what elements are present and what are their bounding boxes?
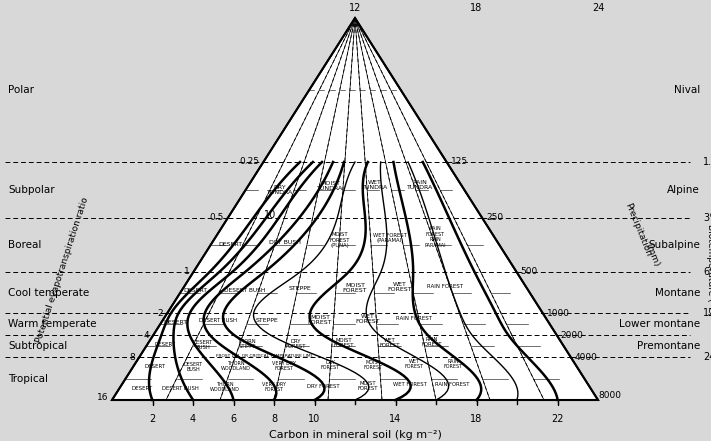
Text: WET FOREST: WET FOREST — [393, 382, 427, 388]
Text: WET
FOREST: WET FOREST — [356, 314, 380, 324]
Text: Lower montane: Lower montane — [619, 319, 700, 329]
Text: Subpolar: Subpolar — [8, 185, 55, 195]
Text: MOIST
FOREST
(PUNA): MOIST FOREST (PUNA) — [330, 232, 351, 248]
Text: Cool temperate: Cool temperate — [8, 288, 90, 298]
Text: DESERT BUSH: DESERT BUSH — [161, 385, 198, 390]
Text: STEPPE: STEPPE — [256, 318, 279, 322]
Text: 12°: 12° — [703, 308, 711, 318]
Text: 16: 16 — [97, 393, 108, 403]
Text: DRY BUSH: DRY BUSH — [269, 239, 301, 244]
Text: RAIN FOREST: RAIN FOREST — [427, 284, 463, 289]
Text: Alpine: Alpine — [667, 185, 700, 195]
Text: DESERT BUSH: DESERT BUSH — [199, 318, 237, 324]
Text: MOIST
FOREST: MOIST FOREST — [358, 381, 378, 391]
Text: Montane: Montane — [655, 288, 700, 298]
Text: 1: 1 — [183, 268, 189, 277]
Text: Premontane: Premontane — [637, 341, 700, 351]
Text: DRY
FOREST: DRY FOREST — [321, 360, 340, 370]
Text: MOIST
FOREST: MOIST FOREST — [333, 338, 354, 348]
Text: RAIN FOREST: RAIN FOREST — [434, 382, 469, 388]
Text: STEPPE: STEPPE — [289, 287, 311, 292]
Text: WET
TUNDRA: WET TUNDRA — [362, 180, 388, 190]
Text: RAIN
FOREST
RAIN
PARAMAI: RAIN FOREST RAIN PARAMAI — [424, 226, 446, 247]
Text: THORN
STIPPE: THORN STIPPE — [237, 339, 256, 349]
Text: 24: 24 — [592, 3, 604, 13]
Text: 18: 18 — [471, 414, 483, 424]
Text: FROST LIM. OR CRITICAL TEMPERATURE LIMI.: FROST LIM. OR CRITICAL TEMPERATURE LIMI. — [216, 354, 314, 358]
Text: MOIST
TUNDRA: MOIST TUNDRA — [317, 181, 343, 191]
Text: 6: 6 — [230, 414, 237, 424]
Text: 10: 10 — [309, 414, 321, 424]
Text: MOIST
FOREST: MOIST FOREST — [363, 360, 383, 370]
Text: Subalpine: Subalpine — [648, 240, 700, 250]
Text: WET FOREST
(PARAMAI): WET FOREST (PARAMAI) — [373, 233, 407, 243]
Text: THORN
WOODLAND: THORN WOODLAND — [210, 382, 240, 392]
Text: 14: 14 — [390, 414, 402, 424]
Text: 10: 10 — [264, 210, 276, 220]
Text: DESERT BUSH: DESERT BUSH — [224, 288, 266, 292]
Text: 1000: 1000 — [547, 309, 570, 318]
Text: 8000: 8000 — [599, 390, 622, 400]
Text: 1.5°: 1.5° — [703, 157, 711, 167]
Text: WET
FOREST: WET FOREST — [380, 338, 400, 348]
Text: DESERT: DESERT — [144, 365, 166, 370]
Text: RAIN FOREST: RAIN FOREST — [396, 317, 432, 321]
Text: MOIST
FOREST: MOIST FOREST — [308, 315, 332, 325]
Text: RAIN
FOREST: RAIN FOREST — [422, 337, 442, 347]
Text: 22: 22 — [551, 414, 564, 424]
Text: DRY
TUNDRA: DRY TUNDRA — [267, 185, 293, 195]
Text: Potential evapotranspiration ratio: Potential evapotranspiration ratio — [34, 196, 90, 344]
Text: 2: 2 — [149, 414, 156, 424]
Text: DRY
FOREST: DRY FOREST — [286, 339, 306, 349]
Text: VERY DRY
FOREST: VERY DRY FOREST — [262, 382, 286, 392]
Text: 4: 4 — [190, 414, 196, 424]
Text: 0.5: 0.5 — [210, 213, 224, 223]
Text: 4: 4 — [144, 330, 149, 340]
Text: DESERT: DESERT — [154, 343, 176, 348]
Polygon shape — [112, 18, 598, 400]
Text: WET
FOREST: WET FOREST — [387, 282, 412, 292]
Text: Biotemperature (°C): Biotemperature (°C) — [705, 224, 711, 316]
Text: 3°: 3° — [703, 213, 711, 223]
Text: 4000: 4000 — [574, 352, 597, 362]
Text: 2000: 2000 — [561, 330, 584, 340]
Text: DRY FOREST: DRY FOREST — [306, 384, 339, 389]
Text: 8: 8 — [271, 414, 277, 424]
Text: VERY DRY
FOREST: VERY DRY FOREST — [272, 361, 296, 371]
Text: Precipitation: Precipitation — [623, 202, 653, 258]
Text: RAIN
FOREST: RAIN FOREST — [444, 359, 463, 369]
Text: (mm): (mm) — [643, 242, 661, 268]
Text: 125: 125 — [451, 157, 468, 167]
Text: DESERT: DESERT — [163, 319, 187, 325]
Text: 2: 2 — [158, 309, 164, 318]
Text: 6°: 6° — [703, 267, 711, 277]
Text: Nival: Nival — [674, 85, 700, 95]
Text: 8: 8 — [129, 352, 135, 362]
Text: Carbon in mineral soil (kg m⁻²): Carbon in mineral soil (kg m⁻²) — [269, 430, 442, 440]
Text: 18: 18 — [471, 3, 483, 13]
Text: THORN
WOODLAND: THORN WOODLAND — [221, 361, 251, 371]
Text: Tropical: Tropical — [8, 374, 48, 384]
Text: 12: 12 — [349, 3, 361, 13]
Text: 24°: 24° — [703, 352, 711, 362]
Text: Boreal: Boreal — [8, 240, 41, 250]
Text: DESERT: DESERT — [183, 288, 207, 294]
Text: WET
FOREST: WET FOREST — [405, 359, 424, 369]
Text: DESERT: DESERT — [132, 385, 153, 390]
Text: 500: 500 — [520, 268, 538, 277]
Text: 250: 250 — [486, 213, 503, 223]
Text: 0.25: 0.25 — [240, 157, 260, 167]
Text: DESERT: DESERT — [218, 243, 242, 247]
Text: DESERT
BUSH: DESERT BUSH — [183, 362, 203, 372]
Text: Polar: Polar — [8, 85, 34, 95]
Text: Subtropical: Subtropical — [8, 341, 68, 351]
Text: RAIN
TUNDRA: RAIN TUNDRA — [407, 180, 433, 190]
Text: Warm temperate: Warm temperate — [8, 319, 97, 329]
Text: MOIST
FOREST: MOIST FOREST — [343, 283, 368, 293]
Text: DESERT
BUSH: DESERT BUSH — [193, 340, 213, 350]
